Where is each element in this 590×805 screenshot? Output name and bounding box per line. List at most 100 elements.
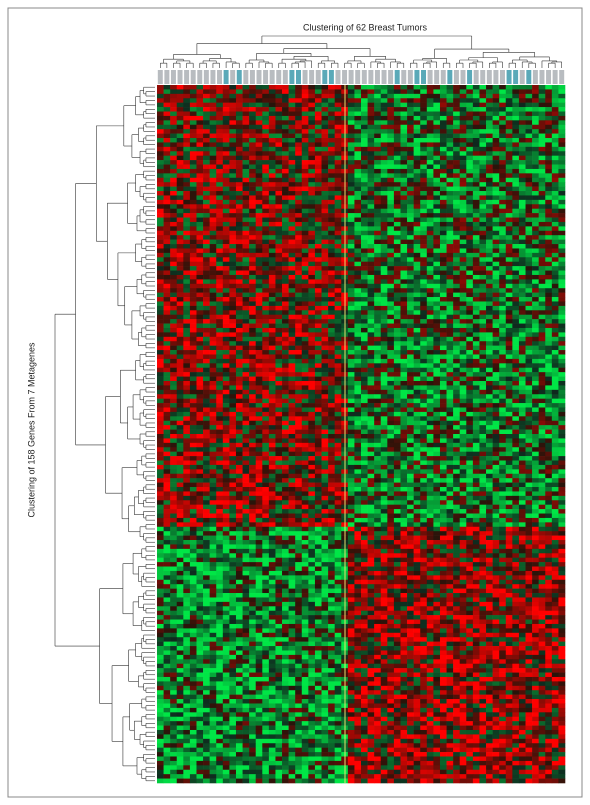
heat-cell — [314, 266, 322, 271]
heat-cell — [472, 217, 480, 223]
heat-cell — [374, 270, 382, 276]
heat-cell — [255, 138, 263, 143]
heat-cell — [170, 394, 178, 399]
heat-cell — [242, 85, 250, 90]
heat-cell — [486, 310, 493, 316]
heat-cell — [183, 182, 191, 187]
heat-cell — [275, 385, 283, 391]
heat-cell — [558, 266, 566, 271]
heat-cell — [400, 182, 408, 187]
heat-cell — [518, 407, 526, 413]
heat-cell — [157, 85, 164, 90]
heat-cell — [203, 411, 210, 417]
heat-cell — [558, 85, 566, 90]
heat-cell — [433, 221, 441, 227]
heat-cell — [525, 217, 533, 223]
heat-cell — [492, 301, 500, 307]
heat-cell — [347, 191, 355, 196]
heat-cell — [242, 411, 250, 417]
heat-cell — [249, 310, 257, 316]
heat-cell — [479, 363, 487, 369]
heat-cell — [209, 314, 217, 320]
heat-cell — [170, 301, 178, 307]
heat-cell — [222, 305, 230, 311]
heat-cell — [282, 186, 289, 192]
heat-cell — [459, 93, 467, 99]
heat-cell — [512, 425, 520, 430]
heat-cell — [268, 354, 276, 360]
heat-cell — [203, 204, 210, 209]
heat-cell — [255, 314, 263, 320]
heat-cell — [163, 354, 171, 360]
heat-cell — [282, 252, 289, 258]
heat-cell — [170, 354, 178, 360]
heat-cell — [505, 416, 513, 422]
heat-cell — [551, 155, 559, 161]
heat-cell — [189, 93, 197, 99]
heat-cell — [196, 350, 204, 355]
heat-cell — [308, 182, 316, 187]
heat-cell — [216, 129, 224, 134]
heat-cell — [262, 372, 270, 377]
heat-cell — [222, 191, 230, 196]
heat-cell — [328, 98, 335, 103]
heat-cell — [229, 385, 237, 391]
heat-cell — [222, 398, 230, 404]
heat-cell — [249, 350, 257, 355]
heat-cell — [235, 221, 243, 227]
heat-cell — [532, 429, 539, 435]
heat-cell — [407, 102, 414, 108]
heat-cell — [420, 363, 428, 369]
heat-cell — [446, 257, 454, 263]
heat-cell — [413, 407, 421, 413]
heat-cell — [189, 310, 197, 316]
heat-cell — [347, 155, 355, 161]
heat-cell — [163, 261, 171, 267]
heat-cell — [466, 151, 474, 156]
heat-cell — [282, 213, 289, 218]
heat-cell — [222, 372, 230, 377]
heat-cell — [229, 182, 237, 187]
heat-cell — [387, 93, 395, 99]
heat-cell — [242, 235, 250, 240]
heat-cell — [255, 226, 263, 232]
heat-cell — [486, 182, 493, 187]
heat-cell — [176, 327, 184, 333]
heat-cell — [189, 138, 197, 143]
heat-cell — [242, 191, 250, 196]
heat-cell — [255, 274, 263, 280]
heat-cell — [176, 168, 184, 174]
heat-cell — [479, 323, 487, 329]
heat-cell — [486, 411, 493, 417]
heat-cell — [235, 160, 243, 165]
heat-cell — [499, 416, 507, 422]
heat-cell — [486, 89, 493, 95]
heat-cell — [433, 191, 441, 196]
heat-cell — [203, 239, 210, 245]
heat-cell — [479, 345, 487, 351]
heat-cell — [545, 341, 553, 346]
heat-cell — [314, 182, 322, 187]
heat-cell — [282, 438, 289, 444]
heat-cell — [472, 358, 480, 364]
heat-cell — [295, 226, 303, 232]
heat-cell — [249, 376, 257, 382]
heat-cell — [426, 244, 434, 249]
heat-cell — [334, 261, 342, 267]
heat-cell — [387, 138, 395, 143]
heat-cell — [532, 177, 539, 183]
heat-cell — [407, 252, 414, 258]
heat-cell — [551, 182, 559, 187]
heat-cell — [459, 429, 467, 435]
heat-cell — [216, 336, 224, 342]
heat-cell — [479, 85, 487, 90]
heat-cell — [268, 98, 276, 103]
heat-cell — [505, 230, 513, 236]
heat-cell — [407, 429, 414, 435]
heat-cell — [308, 354, 316, 360]
heat-cell — [558, 336, 566, 342]
heat-cell — [295, 434, 303, 439]
heat-cell — [439, 292, 447, 298]
heat-cell — [301, 138, 309, 143]
heat-cell — [321, 155, 329, 161]
